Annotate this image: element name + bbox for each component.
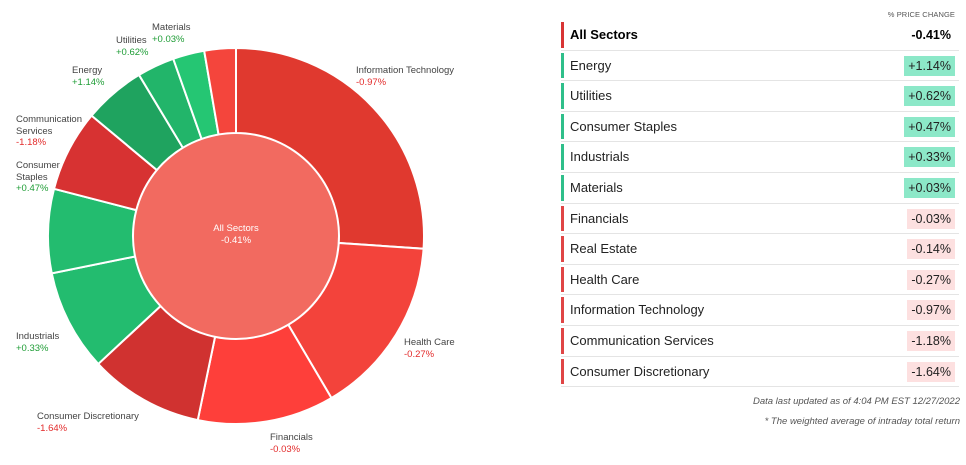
row-indicator-bar	[561, 236, 564, 262]
row-change-value: -1.64%	[907, 361, 955, 382]
label-value-health-care: -0.27%	[404, 348, 435, 360]
label-value-communication-services: -1.18%	[16, 137, 47, 148]
label-name-consumer-discretionary: Consumer Discretionary	[37, 411, 139, 422]
row-sector-name: Consumer Discretionary	[570, 363, 710, 379]
label-name-communication-services: Communication	[16, 114, 82, 125]
price-change-header: % PRICE CHANGE	[887, 10, 955, 19]
row-sector-name: Materials	[570, 179, 623, 195]
row-indicator-bar	[561, 113, 564, 140]
center-circle[interactable]	[134, 134, 338, 338]
label-value-industrials: +0.33%	[16, 342, 49, 354]
label-utilities: Utilities +0.62%	[116, 35, 149, 58]
sector-rows: All Sectors -0.41% Energy +1.14% Utilities +0…	[561, 20, 959, 388]
row-indicator-bar	[561, 144, 564, 170]
row-change-value: +0.03%	[904, 177, 955, 198]
label-information-technology: Information Technology -0.97%	[356, 65, 454, 88]
label-name-materials: Materials	[152, 22, 191, 33]
label-name-consumer-staples: Consumer	[16, 160, 60, 171]
row-sector-name: Real Estate	[570, 241, 638, 257]
label-materials: Materials +0.03%	[152, 22, 191, 45]
row-change-value: +1.14%	[904, 55, 955, 76]
label-industrials: Industrials +0.33%	[16, 331, 59, 354]
label-value-consumer-staples: +0.47%	[16, 183, 49, 194]
label-value-information-technology: -0.97%	[356, 76, 387, 88]
label-name-financials: Financials	[270, 432, 313, 443]
sector-table: % PRICE CHANGE All Sectors -0.41% Energy +1…	[561, 0, 959, 388]
row-change-value: -0.03%	[907, 208, 955, 229]
label-value-financials: -0.03%	[270, 443, 301, 455]
table-header: % PRICE CHANGE	[561, 0, 959, 20]
label-name-consumer-staples: Staples	[16, 171, 48, 183]
row-indicator-bar	[561, 327, 564, 354]
table-row-all-sectors[interactable]: All Sectors -0.41%	[561, 20, 959, 51]
label-financials: Financials -0.03%	[270, 432, 313, 455]
row-change-value: -1.18%	[907, 330, 955, 351]
row-sector-name: All Sectors	[570, 27, 638, 42]
row-change-value: -0.27%	[907, 269, 955, 290]
row-sector-name: Utilities	[570, 88, 612, 104]
center-label-value: -0.41%	[220, 235, 252, 246]
row-change-value: +0.33%	[904, 147, 955, 168]
row-change-value: -0.97%	[907, 300, 955, 321]
row-change-value: -0.41%	[911, 28, 951, 42]
table-row-financials[interactable]: Financials -0.03%	[561, 204, 959, 235]
row-indicator-bar	[561, 52, 564, 79]
row-change-value: +0.62%	[904, 86, 955, 107]
label-name-communication-services: Services	[16, 125, 53, 137]
last-updated-note: Data last updated as of 4:04 PM EST 12/2…	[752, 396, 960, 407]
label-value-utilities: +0.62%	[116, 46, 149, 58]
row-change-value: -0.14%	[907, 239, 955, 260]
center-label-name: All Sectors	[213, 223, 259, 234]
label-name-information-technology: Information Technology	[356, 65, 455, 76]
row-sector-name: Health Care	[570, 271, 640, 287]
label-name-utilities: Utilities	[116, 35, 147, 46]
row-sector-name: Energy	[570, 57, 612, 73]
table-row-real-estate[interactable]: Real Estate -0.14%	[561, 234, 959, 265]
row-sector-name: Communication Services	[570, 332, 714, 348]
label-name-industrials: Industrials	[16, 331, 60, 342]
table-row-energy[interactable]: Energy +1.14%	[561, 51, 959, 82]
label-name-health-care: Health Care	[404, 337, 455, 348]
label-value-consumer-discretionary: -1.64%	[37, 422, 68, 434]
label-consumer-staples: Consumer Staples +0.47%	[16, 160, 60, 195]
center-label[interactable]: All Sectors -0.41%	[213, 223, 258, 247]
slice-information-technology[interactable]	[235, 46, 425, 250]
row-indicator-bar	[561, 297, 564, 323]
row-sector-name: Information Technology	[570, 302, 705, 318]
row-sector-name: Financials	[570, 210, 629, 226]
label-communication-services: Communication Services -1.18%	[16, 114, 82, 149]
row-indicator-bar	[561, 22, 564, 48]
sector-donut-chart: All Sectors -0.41% Information Technolog…	[16, 22, 455, 455]
table-row-materials[interactable]: Materials +0.03%	[561, 173, 959, 204]
label-consumer-discretionary: Consumer Discretionary -1.64%	[37, 411, 139, 434]
label-name-energy: Energy	[72, 65, 103, 76]
row-sector-name: Consumer Staples	[570, 118, 677, 134]
row-indicator-bar	[561, 266, 564, 293]
label-energy: Energy +1.14%	[72, 65, 105, 88]
row-indicator-bar	[561, 205, 564, 232]
row-indicator-bar	[561, 83, 564, 109]
row-indicator-bar	[561, 174, 564, 201]
table-row-health-care[interactable]: Health Care -0.27%	[561, 265, 959, 296]
row-indicator-bar	[561, 358, 564, 385]
table-row-industrials[interactable]: Industrials +0.33%	[561, 142, 959, 173]
table-row-utilities[interactable]: Utilities +0.62%	[561, 81, 959, 112]
slice-real-estate[interactable]	[203, 46, 237, 136]
table-row-communication-services[interactable]: Communication Services -1.18%	[561, 326, 959, 357]
label-value-materials: +0.03%	[152, 33, 185, 45]
weighted-average-note: * The weighted average of intraday total…	[764, 416, 960, 427]
row-sector-name: Industrials	[570, 149, 630, 165]
label-value-energy: +1.14%	[72, 76, 105, 88]
table-row-consumer-staples[interactable]: Consumer Staples +0.47%	[561, 112, 959, 143]
table-row-information-technology[interactable]: Information Technology -0.97%	[561, 295, 959, 326]
table-row-consumer-discretionary[interactable]: Consumer Discretionary -1.64%	[561, 357, 959, 388]
label-health-care: Health Care -0.27%	[404, 337, 455, 360]
row-change-value: +0.47%	[904, 116, 955, 137]
donut-svg	[47, 46, 425, 425]
